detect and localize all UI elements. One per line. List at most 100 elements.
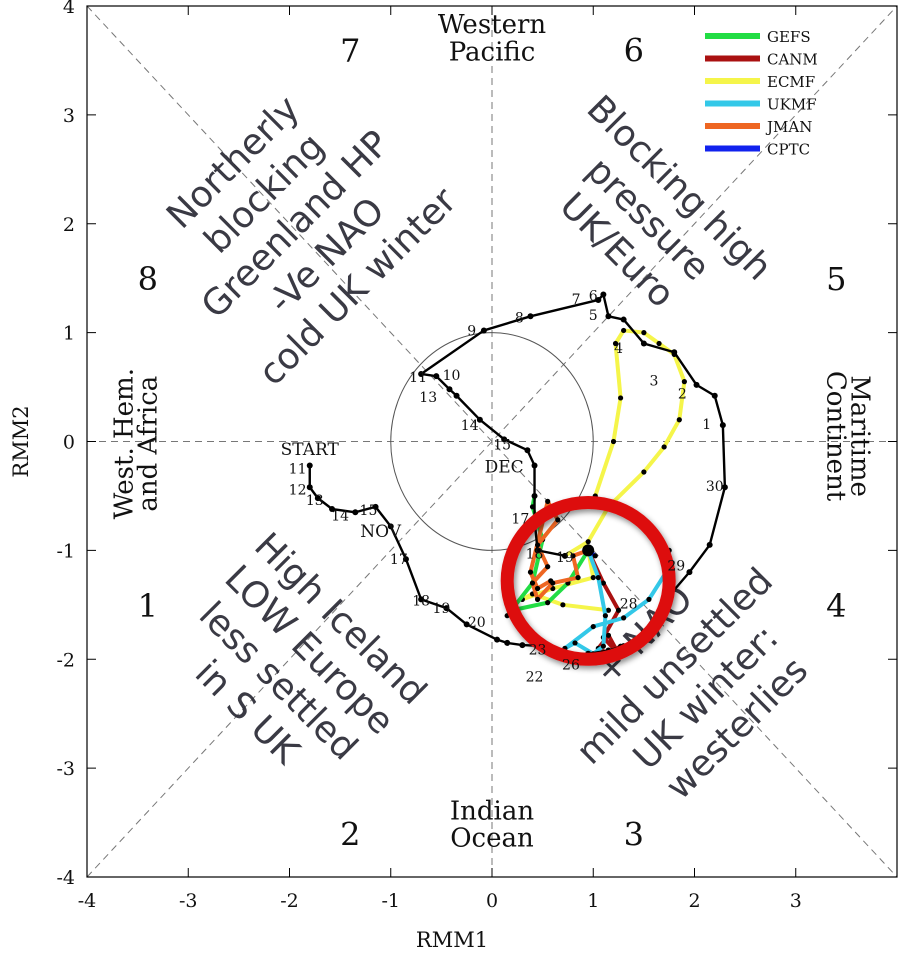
x-tick-label: -3: [179, 890, 198, 912]
trajectory-point-label: 15: [493, 438, 511, 454]
trajectory-point-label: 30: [706, 479, 724, 495]
legend-label: UKMF: [767, 96, 817, 114]
trajectory-point-label: 18: [412, 593, 430, 609]
forecast-point: [600, 643, 606, 649]
forecast-point: [641, 469, 647, 475]
observed-point: [418, 370, 425, 377]
forecast-point: [575, 574, 581, 581]
forecast-point: [545, 600, 551, 606]
region-label-top: Pacific: [449, 37, 536, 67]
region-label-left: and Africa: [134, 376, 164, 512]
observed-point: [372, 503, 379, 510]
forecast-point: [656, 340, 662, 347]
phase-number: 3: [624, 815, 644, 853]
trajectory-point-label: 2: [678, 387, 687, 403]
phase-number: 4: [826, 587, 846, 625]
trajectory-point-label: 4: [614, 341, 623, 357]
observed-point: [329, 506, 336, 513]
forecast-point: [615, 607, 622, 613]
forecast-point: [590, 623, 596, 630]
trajectory-point-label: 3: [650, 373, 659, 389]
observed-point: [527, 313, 534, 320]
trajectory-point-label: 7: [572, 292, 581, 308]
x-tick-label: -2: [280, 890, 299, 912]
observed-point: [719, 422, 726, 429]
forecast-point: [560, 602, 566, 608]
trajectory-point-label: 18: [526, 547, 544, 563]
region-label-left: West. Hem.: [110, 368, 140, 519]
trajectory-point-label: 5: [589, 308, 598, 324]
observed-point: [306, 484, 313, 491]
observed-point: [524, 447, 531, 454]
forecast-point: [534, 596, 541, 602]
y-axis-label: RMM2: [9, 405, 33, 477]
observed-point: [640, 340, 647, 347]
y-tick-label: -1: [56, 540, 75, 562]
forecast-point: [534, 585, 541, 592]
trajectory-point-label: 9: [467, 323, 476, 339]
observed-point: [480, 327, 487, 334]
region-label-top: Western: [438, 10, 547, 40]
forecast-point: [612, 340, 619, 347]
observed-point: [352, 509, 359, 516]
phase-number: 5: [826, 260, 846, 298]
observed-point: [463, 621, 470, 628]
observed-point: [721, 484, 728, 491]
forecast-point: [548, 578, 554, 584]
observed-point: [306, 462, 313, 469]
y-tick-label: 4: [63, 0, 75, 18]
y-tick-label: -4: [56, 867, 75, 889]
forecast-point: [610, 438, 617, 445]
observed-point: [534, 547, 541, 554]
trajectory-point-label: 23: [529, 642, 547, 658]
highlight-circle: [500, 495, 676, 666]
x-tick-label: 2: [688, 890, 700, 912]
trajectory-point-label: 17: [511, 512, 529, 528]
y-tick-label: 0: [63, 432, 75, 454]
forecast-point: [641, 330, 647, 336]
observed-point: [494, 636, 501, 643]
x-tick-label: 3: [790, 890, 802, 912]
observed-point: [706, 541, 713, 548]
observed-point: [531, 492, 538, 499]
region-label-bottom: Indian: [450, 796, 534, 826]
y-tick-label: 2: [63, 214, 75, 236]
forecast-point: [592, 553, 598, 559]
observed-point: [686, 569, 693, 576]
legend-label: JMAN: [765, 118, 812, 136]
amplitude-circle: [390, 332, 594, 551]
trajectory-point-label: START: [281, 440, 340, 460]
forecast-point: [621, 327, 627, 334]
x-tick-label: -1: [381, 890, 400, 912]
forecast-point: [600, 580, 606, 586]
legend: GEFS CANM ECMF UKMF JMAN CPTC: [705, 28, 818, 159]
phase-number: 1: [138, 587, 158, 625]
region-label-right: Continent: [820, 371, 850, 502]
observed-point: [418, 596, 425, 603]
observed-point: [387, 523, 394, 530]
trajectory-point-label: 14: [461, 418, 479, 434]
x-axis-label: RMM1: [416, 928, 488, 952]
trajectory-point-label: 19: [432, 601, 450, 617]
x-tick-label: 0: [486, 890, 498, 912]
trajectory-point-label: 11: [289, 462, 307, 478]
phase-guides: [86, 5, 898, 878]
forecast-series-line: [562, 328, 687, 558]
forecast-point: [595, 574, 601, 581]
observed-point: [446, 386, 453, 393]
trajectory-point-label: 10: [443, 368, 461, 384]
forecast-point: [602, 613, 609, 619]
observed-point: [519, 642, 526, 649]
forecast-point: [605, 607, 612, 613]
forecast-point: [605, 632, 612, 638]
trajectory-point-label: 12: [289, 482, 307, 498]
observed-point: [561, 552, 568, 559]
observed-point: [501, 436, 508, 443]
